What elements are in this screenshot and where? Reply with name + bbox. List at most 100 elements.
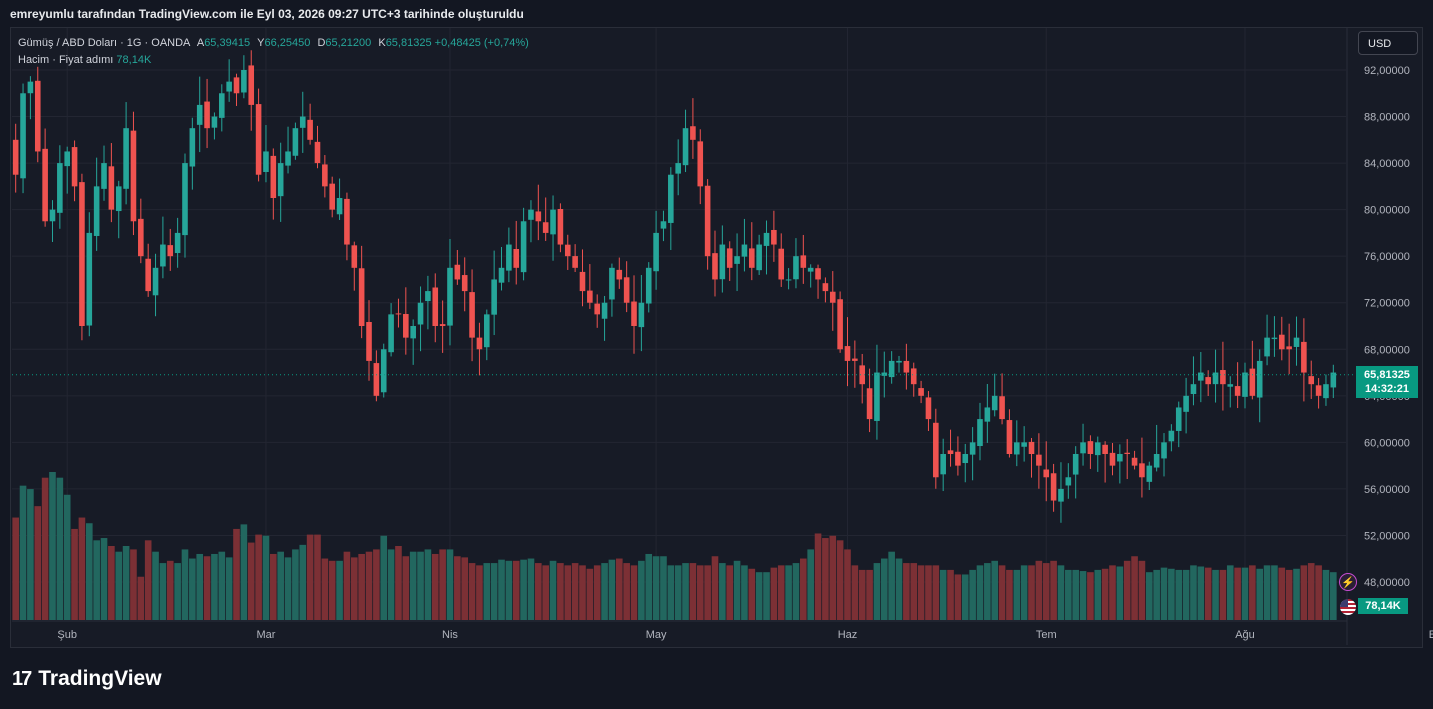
- volume-bar: [1042, 563, 1050, 620]
- candle-body: [726, 248, 733, 268]
- volume-bar: [284, 557, 292, 620]
- candle-body: [1080, 442, 1086, 454]
- candle-body: [748, 248, 755, 268]
- candle-body: [351, 245, 358, 268]
- candle-body: [668, 174, 674, 223]
- candle-body: [299, 116, 306, 128]
- candle-body: [204, 101, 210, 129]
- candle-body: [638, 302, 645, 328]
- volume-bar: [696, 565, 704, 620]
- symbol-title[interactable]: Gümüş / ABD Doları · 1G · OANDA: [18, 37, 190, 49]
- volume-bar: [814, 533, 822, 620]
- volume-bar: [763, 572, 770, 620]
- volume-bar: [535, 563, 542, 620]
- candle-body: [896, 360, 902, 363]
- candle-body: [520, 221, 527, 273]
- candle-body: [57, 163, 63, 213]
- candle-body: [1242, 372, 1248, 397]
- volume-bar: [608, 559, 616, 620]
- currency-button[interactable]: USD: [1358, 31, 1418, 55]
- volume-bar: [623, 563, 630, 620]
- candle-body: [432, 287, 439, 326]
- volume-bar: [1145, 572, 1153, 620]
- candle-body: [454, 264, 461, 280]
- candle-body: [248, 65, 255, 105]
- y-tick-label: 68,00000: [1364, 344, 1410, 356]
- candle-body: [476, 337, 483, 350]
- candle-body: [594, 303, 601, 315]
- candle-body: [1006, 420, 1013, 454]
- volume-bar: [711, 556, 719, 620]
- candle-body: [108, 166, 115, 210]
- x-tick-label: Nis: [442, 629, 458, 641]
- volume-bar: [1278, 567, 1286, 620]
- lightning-icon[interactable]: ⚡: [1339, 573, 1357, 591]
- volume-bar: [1065, 569, 1072, 620]
- candle-body: [660, 221, 667, 229]
- volume-bar: [984, 563, 991, 620]
- volume-bar: [579, 565, 586, 620]
- volume-bar: [660, 556, 667, 620]
- volume-bar: [255, 534, 262, 620]
- volume-bar: [417, 551, 424, 620]
- candle-body: [380, 349, 387, 393]
- volume-bar: [1307, 563, 1315, 620]
- candle-body: [918, 388, 924, 396]
- candle-body: [425, 291, 431, 302]
- volume-bar: [829, 535, 837, 620]
- candle-body: [506, 244, 512, 271]
- volume-bar: [726, 565, 734, 620]
- candle-body: [1286, 346, 1292, 350]
- volume-bar: [1020, 565, 1028, 620]
- candle-body: [1301, 341, 1307, 373]
- volume-bar: [1123, 560, 1131, 620]
- candle-body: [277, 163, 284, 197]
- candle-body: [1256, 360, 1263, 398]
- candle-body: [211, 116, 218, 128]
- candle-body: [822, 283, 829, 292]
- volume-bar: [1028, 565, 1035, 620]
- candle-body: [1205, 377, 1211, 385]
- candle-body: [962, 454, 969, 464]
- volume-bar: [1285, 569, 1293, 620]
- ohlc-legend-row: Gümüş / ABD Doları · 1G · OANDA A65,3941…: [18, 37, 529, 49]
- volume-bar: [777, 565, 785, 620]
- tradingview-logo[interactable]: 17 TradingView: [12, 667, 162, 691]
- candle-body: [388, 314, 394, 353]
- volume-bar: [895, 558, 903, 620]
- chart-legend: Gümüş / ABD Doları · 1G · OANDA A65,3941…: [18, 35, 529, 69]
- candle-body: [1153, 454, 1160, 468]
- open-value: 65,39415: [204, 37, 251, 49]
- candles: [12, 50, 1337, 523]
- volume-bar: [961, 574, 969, 620]
- candle-body: [307, 119, 313, 140]
- volume-bar: [925, 565, 932, 620]
- x-tick-label: Eyl: [1429, 629, 1433, 641]
- volume-bar: [159, 563, 167, 620]
- candle-body: [1315, 385, 1322, 396]
- candle-body: [498, 267, 505, 283]
- candle-body: [579, 271, 586, 292]
- candle-body: [167, 245, 174, 257]
- volume-bar: [1219, 569, 1227, 620]
- volume-bar: [122, 546, 130, 620]
- candle-body: [461, 275, 468, 292]
- x-tick-label: Ağu: [1235, 629, 1255, 641]
- volume-legend-label[interactable]: Hacim · Fiyat adımı: [18, 54, 114, 66]
- candle-body: [535, 211, 542, 222]
- volume-bar: [564, 565, 572, 620]
- candle-body: [645, 267, 652, 304]
- volume-bar: [954, 574, 962, 620]
- candle-body: [697, 141, 704, 187]
- volume-bar: [800, 558, 807, 620]
- candle-body: [1220, 370, 1226, 385]
- volume-bar: [211, 553, 218, 620]
- candle-body: [528, 209, 534, 220]
- low-value: 65,21200: [325, 37, 372, 49]
- candle-body: [572, 256, 578, 268]
- candle-body: [366, 321, 372, 361]
- candle-body: [557, 208, 564, 245]
- volume-bar: [446, 549, 454, 620]
- volume-bar: [1050, 560, 1057, 620]
